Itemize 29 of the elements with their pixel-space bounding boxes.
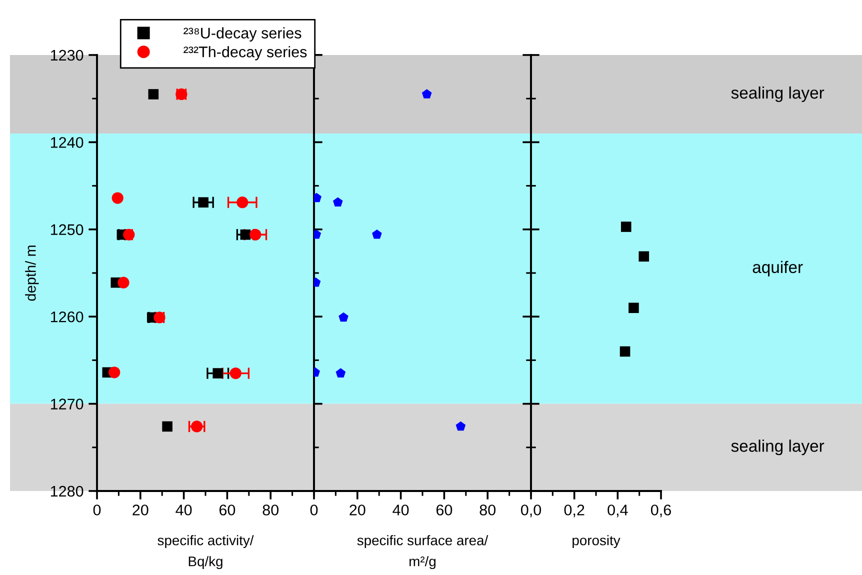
y-axis-title: depth/ m xyxy=(25,246,39,301)
x-tick-label: 60 xyxy=(436,504,452,516)
x-axis-title: porosity xyxy=(572,535,620,548)
x-tick-label: 0 xyxy=(310,504,318,516)
x-tick-label: 0,2 xyxy=(564,504,584,518)
x-tick-label: 0,6 xyxy=(650,504,671,518)
y-tick-label: 1270 xyxy=(50,398,84,410)
x-tick-label: 80 xyxy=(480,504,496,516)
x-tick-label: 0 xyxy=(93,504,101,516)
band-label: sealing layer xyxy=(731,86,824,102)
legend-label: ²³²Th-decay series xyxy=(184,46,307,60)
x-tick-label: 0,4 xyxy=(608,504,628,518)
x-axis-title: specific activity/ Bq/kg xyxy=(158,535,254,570)
x-tick-label: 20 xyxy=(132,504,148,516)
legend-label: ²³⁸U-decay series xyxy=(184,27,302,42)
x-tick-label: 40 xyxy=(392,504,409,516)
x-tick-label: 40 xyxy=(176,504,192,516)
band-label: aquifer xyxy=(752,260,803,276)
x-tick-label: 0,0 xyxy=(520,504,542,518)
x-tick-label: 20 xyxy=(350,504,366,516)
y-tick-label: 1260 xyxy=(50,311,84,322)
y-tick-label: 1230 xyxy=(50,50,84,61)
x-tick-label: 60 xyxy=(219,504,236,516)
y-tick-label: 1280 xyxy=(50,486,84,497)
band-label: sealing layer xyxy=(731,440,824,456)
y-tick-label: 1240 xyxy=(50,137,84,148)
x-tick-label: 80 xyxy=(262,504,278,516)
x-axis-title: specific surface area/ m²/g xyxy=(357,535,488,570)
y-tick-label: 1250 xyxy=(50,224,84,236)
